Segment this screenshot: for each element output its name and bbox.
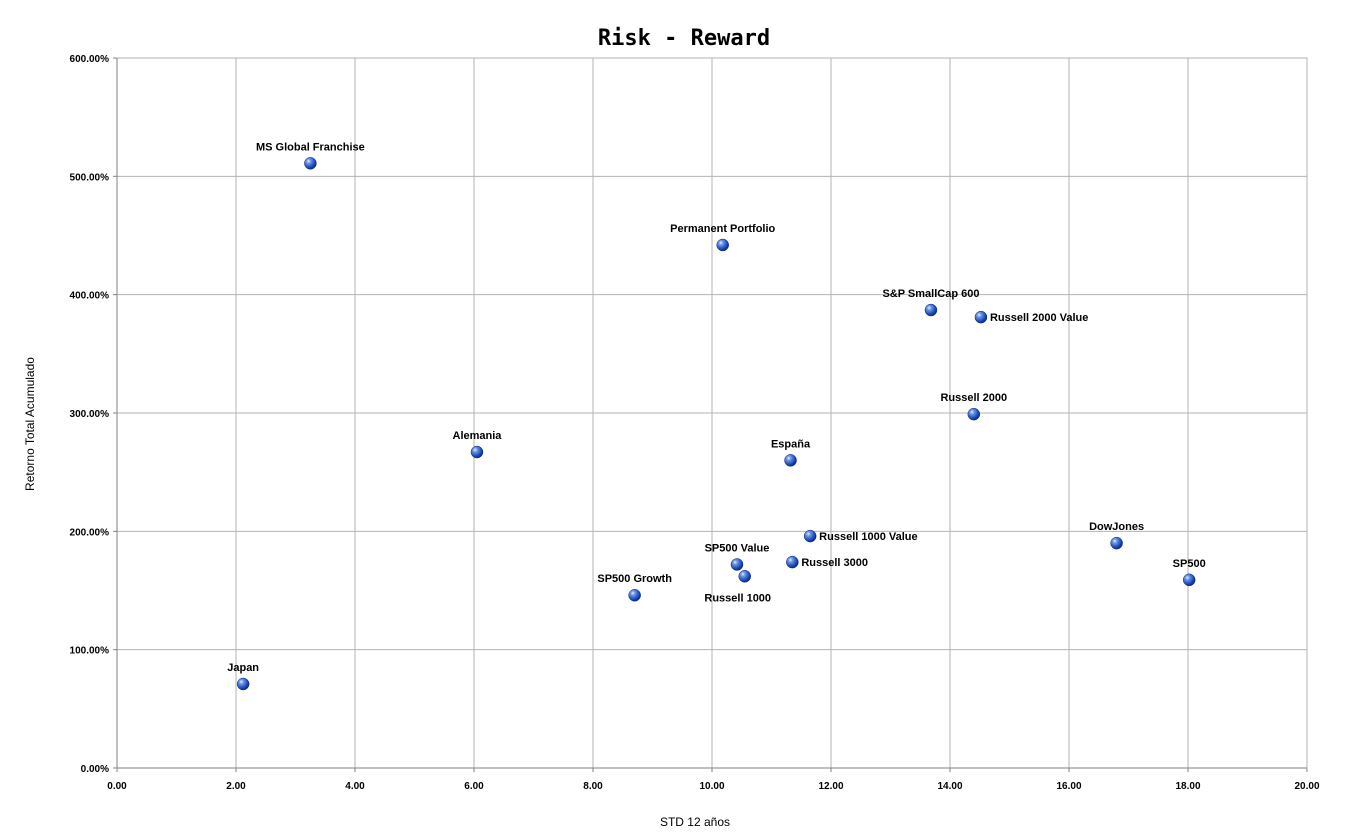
grid-lines <box>116 57 1308 769</box>
data-point <box>967 407 981 421</box>
data-labels: MS Global Franchise Permanent Portfolio S&… <box>227 141 1205 674</box>
data-point <box>236 677 250 691</box>
y-tick-label: 200.00% <box>70 527 110 538</box>
data-points <box>236 157 1196 691</box>
data-point <box>786 555 799 569</box>
x-tick-label: 12.00 <box>818 781 843 792</box>
y-tick-label: 0.00% <box>81 764 109 775</box>
x-tick-label: 14.00 <box>937 781 962 792</box>
x-tick-label: 2.00 <box>226 781 246 792</box>
data-label: MS Global Franchise <box>256 141 365 153</box>
x-tick-label: 0.00 <box>107 781 127 792</box>
data-label: DowJones <box>1089 521 1144 533</box>
data-point <box>628 588 641 602</box>
data-point <box>1110 536 1123 550</box>
data-label: Alemania <box>453 430 503 442</box>
data-point <box>924 303 938 317</box>
x-tick-label: 16.00 <box>1056 781 1081 792</box>
x-tick-label: 18.00 <box>1175 781 1200 792</box>
x-tick-label: 10.00 <box>699 781 724 792</box>
data-point <box>738 570 751 583</box>
data-label: S&P SmallCap 600 <box>882 288 979 300</box>
y-tick-label: 300.00% <box>70 409 110 420</box>
y-tick-label: 400.00% <box>70 291 110 302</box>
data-label: Permanent Portfolio <box>670 223 775 235</box>
data-point <box>803 529 817 543</box>
y-tick-label: 600.00% <box>70 54 110 65</box>
data-point <box>730 558 744 571</box>
data-label: Russell 1000 <box>704 592 771 604</box>
y-tick-label: 500.00% <box>70 172 110 183</box>
data-point <box>974 310 988 324</box>
data-label: SP500 Value <box>705 542 770 554</box>
y-tick-label: 100.00% <box>70 646 110 657</box>
x-tick-label: 8.00 <box>583 781 603 792</box>
axes <box>113 57 1308 772</box>
y-axis-label: Retorno Total Acumulado <box>23 357 37 491</box>
data-label: SP500 Growth <box>597 573 672 585</box>
data-point <box>716 238 729 252</box>
x-axis-label: STD 12 años <box>660 815 730 829</box>
data-point <box>470 445 484 459</box>
data-label: Russell 2000 <box>940 392 1007 404</box>
data-label: Russell 2000 Value <box>990 312 1088 324</box>
x-tick-label: 4.00 <box>345 781 365 792</box>
data-label: Russell 1000 Value <box>819 531 917 543</box>
data-point <box>304 157 317 170</box>
x-tick-label: 6.00 <box>464 781 484 792</box>
data-label: Japan <box>227 662 259 674</box>
data-label: SP500 <box>1173 558 1206 570</box>
x-tick-label: 20.00 <box>1294 781 1319 792</box>
data-label: Russell 3000 <box>801 557 868 569</box>
data-label: España <box>771 438 811 450</box>
tick-labels: 0.00 2.00 4.00 6.00 8.00 10.00 12.00 14.00 16.00… <box>70 54 1320 792</box>
data-point <box>784 454 797 467</box>
data-point <box>1182 573 1196 587</box>
chart-title: Risk - Reward <box>598 26 770 51</box>
